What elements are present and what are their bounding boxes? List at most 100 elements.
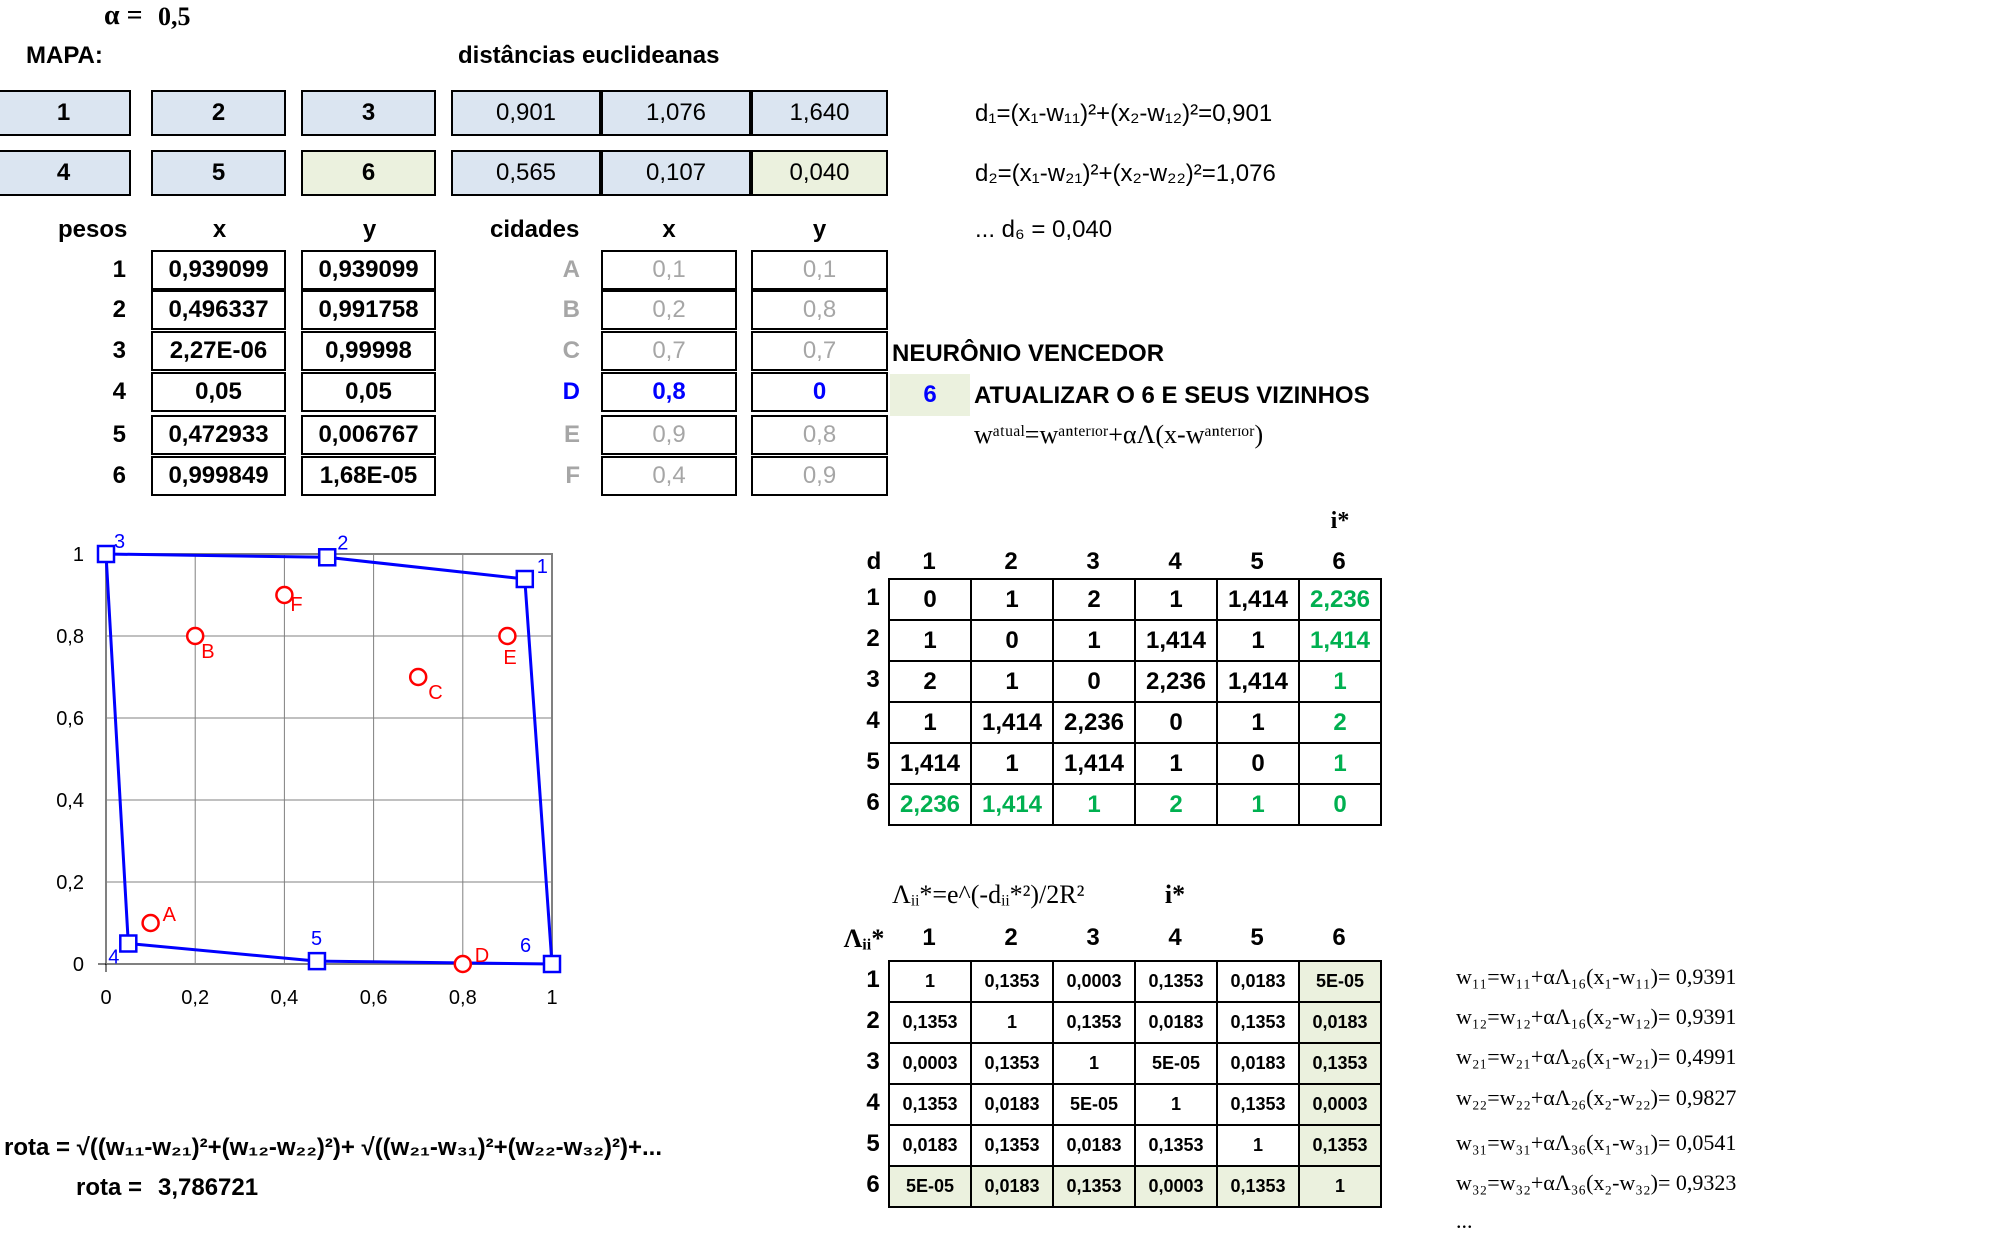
- city-point-label: D: [475, 945, 489, 967]
- dmatrix-cell: 1: [970, 578, 1054, 621]
- lambda-cell: 0,0003: [1052, 960, 1136, 1003]
- lambda-istar: i*: [1164, 880, 1186, 909]
- dist-cell-3: 1,640: [751, 90, 888, 136]
- lambda-cell: 1: [1298, 1165, 1382, 1208]
- dmatrix-cell: 2,236: [1052, 701, 1136, 744]
- dmatrix-cell: 0: [1216, 742, 1300, 785]
- lambda-row: 0,0003 0,1353 1 5E-05 0,0183 0,1353: [888, 1042, 1382, 1085]
- lambda-cell: 0,0183: [970, 1165, 1054, 1208]
- dmatrix-col-header: 2: [1004, 548, 1018, 575]
- weight-point-2: [317, 548, 337, 567]
- winner-title: NEURÔNIO VENCEDOR: [892, 340, 1165, 367]
- dmatrix-cell: 1: [1134, 578, 1218, 621]
- y-tick-label: 0,2: [56, 872, 84, 894]
- pesos-y-cell: 0,939099: [301, 250, 436, 290]
- lambda-row: 1 0,1353 0,0003 0,1353 0,0183 5E-05: [888, 960, 1382, 1003]
- lambda-cell: 1: [1052, 1042, 1136, 1085]
- lambda-cell: 1: [1134, 1083, 1218, 1126]
- city-point-F: [275, 585, 294, 605]
- dmatrix-cell: 0: [1134, 701, 1218, 744]
- map-node-1[interactable]: 1: [0, 90, 131, 136]
- pesos-x-cell: 0,999849: [151, 456, 286, 496]
- lambda-cell: 0,0003: [1298, 1083, 1382, 1126]
- dmatrix-cell: 1,414: [888, 742, 972, 785]
- lambda-cell: 0,1353: [1298, 1124, 1382, 1167]
- pesos-x-cell: 0,472933: [151, 415, 286, 455]
- pesos-x-cell: 0,939099: [151, 250, 286, 290]
- lambda-row-header: 4: [866, 1089, 880, 1116]
- cidades-y-cell: 0,8: [751, 415, 888, 455]
- map-node-3[interactable]: 3: [301, 90, 436, 136]
- pesos-row-label: 6: [112, 462, 126, 489]
- dmatrix-col-header: 1: [922, 548, 936, 575]
- weight-point-label: 4: [108, 947, 119, 969]
- dmatrix-cell: 1: [888, 701, 972, 744]
- lambda-cell: 5E-05: [1298, 960, 1382, 1003]
- lambda-row-header: 6: [866, 1171, 880, 1198]
- map-node-4[interactable]: 4: [0, 150, 131, 196]
- dmatrix-cell: 2: [1052, 578, 1136, 621]
- lambda-col-header: 6: [1332, 924, 1346, 951]
- dmatrix-cell: 1,414: [1134, 619, 1218, 662]
- som-scatter-chart: 00 0,2 0,2 0,4 0,4 0,6 0,6 0,8 0,8 1 1 1 2 3 4 5 6 A B C D E F: [56, 531, 562, 1009]
- x-tick-label: 0,2: [181, 987, 209, 1009]
- lambda-cell: 0,0003: [888, 1042, 972, 1085]
- map-node-5[interactable]: 5: [151, 150, 286, 196]
- weight-point-5: [307, 951, 327, 971]
- x-tick-label: 0: [100, 987, 111, 1009]
- dmatrix-row: 1 0 1 1,414 1 1,414: [888, 619, 1382, 662]
- y-tick-label: 1: [73, 544, 84, 566]
- dmatrix-cell: 2: [888, 660, 972, 703]
- dmatrix-cell: 1: [970, 660, 1054, 703]
- dmatrix-row: 1 1,414 2,236 0 1 2: [888, 701, 1382, 744]
- weight-point-1: [515, 569, 535, 589]
- map-node-2[interactable]: 2: [151, 90, 286, 136]
- lambda-row: 0,0183 0,1353 0,0183 0,1353 1 0,1353: [888, 1124, 1382, 1167]
- weight-update-line: w₂₂=w₂₂+αΛ₂₆(x₂-w₂₂)= 0,9827: [1456, 1085, 1737, 1110]
- map-node-6[interactable]: 6: [301, 150, 436, 196]
- y-tick-label: 0,6: [56, 708, 84, 730]
- alpha-value: 0,5: [158, 2, 191, 31]
- weight-point-label: 5: [311, 928, 322, 950]
- dmatrix-col-header: 3: [1086, 548, 1100, 575]
- dmatrix-cell: 0: [1052, 660, 1136, 703]
- dmatrix-cell: 1: [888, 619, 972, 662]
- lambda-matrix: 1 0,1353 0,0003 0,1353 0,0183 5E-05 0,1353 1 0,1…: [888, 960, 1382, 1208]
- lambda-cell: 0,1353: [1216, 1083, 1300, 1126]
- lambda-row-header: 2: [866, 1007, 880, 1034]
- pesos-row-label: 3: [112, 337, 126, 364]
- lambda-row-header: 5: [866, 1130, 880, 1157]
- lambda-corner: Λᵢᵢ*: [843, 924, 885, 953]
- weight-update-line: w₃₂=w₃₂+αΛ₃₆(x₂-w₃₂)= 0,9323: [1456, 1170, 1737, 1195]
- dmatrix-col-header: 6: [1332, 548, 1346, 575]
- cidades-row-label: B: [562, 296, 580, 323]
- pesos-y-cell: 0,05: [301, 372, 436, 412]
- dmatrix-cell: 1,414: [1052, 742, 1136, 785]
- weight-update-line: w₃₁=w₃₁+αΛ₃₆(x₁-w₃₁)= 0,0541: [1456, 1130, 1737, 1155]
- dmatrix-cell: 1,414: [970, 783, 1054, 826]
- lambda-row-header: 1: [866, 966, 880, 993]
- city-point-E: [498, 626, 517, 646]
- pesos-y-cell: 0,991758: [301, 290, 436, 330]
- cidades-x-cell: 0,9: [601, 415, 737, 455]
- cidades-y-cell: 0,9: [751, 456, 888, 496]
- weight-update-line: w₂₁=w₂₁+αΛ₂₆(x₁-w₂₁)= 0,4991: [1456, 1044, 1737, 1069]
- x-tick-label: 1: [546, 987, 557, 1009]
- lambda-cell: 0,1353: [1052, 1165, 1136, 1208]
- dist-cell-2: 1,076: [601, 90, 751, 136]
- city-point-A: [141, 913, 160, 933]
- formula-d6: ... d₆ = 0,040: [975, 216, 1113, 243]
- weight-point-6: [542, 954, 562, 974]
- pesos-x-cell: 0,496337: [151, 290, 286, 330]
- pesos-y-cell: 0,006767: [301, 415, 436, 455]
- dmatrix-cell: 1,414: [1216, 660, 1300, 703]
- lambda-cell: 1: [888, 960, 972, 1003]
- update-rule: wᵃᵗᵘᵃˡ=wᵃⁿᵗᵉʳᶦᵒʳ+αΛ(x-wᵃⁿᵗᵉʳᶦᵒʳ): [974, 420, 1264, 449]
- pesos-x-cell: 0,05: [151, 372, 286, 412]
- dist-cell-4: 0,565: [451, 150, 601, 196]
- city-point-D: [453, 954, 473, 974]
- dmatrix-row: 2 1 0 2,236 1,414 1: [888, 660, 1382, 703]
- dmatrix-istar: i*: [1330, 508, 1350, 534]
- dmatrix-row-header: 6: [866, 789, 880, 816]
- rota-formula: rota = √((w₁₁-w₂₁)²+(w₁₂-w₂₂)²)+ √((w₂₁-…: [4, 1134, 663, 1161]
